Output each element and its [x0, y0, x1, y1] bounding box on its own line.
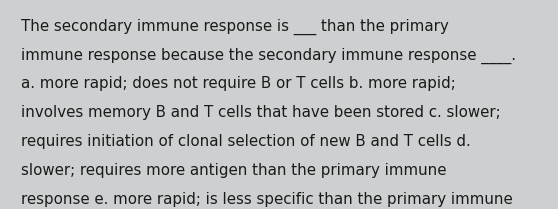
Text: The secondary immune response is ___ than the primary: The secondary immune response is ___ tha…: [21, 19, 449, 35]
Text: a. more rapid; does not require B or T cells b. more rapid;: a. more rapid; does not require B or T c…: [21, 76, 456, 92]
Text: immune response because the secondary immune response ____.: immune response because the secondary im…: [21, 48, 516, 64]
Text: involves memory B and T cells that have been stored c. slower;: involves memory B and T cells that have …: [21, 105, 501, 120]
Text: requires initiation of clonal selection of new B and T cells d.: requires initiation of clonal selection …: [21, 134, 471, 149]
Text: response e. more rapid; is less specific than the primary immune: response e. more rapid; is less specific…: [21, 192, 513, 207]
Text: slower; requires more antigen than the primary immune: slower; requires more antigen than the p…: [21, 163, 447, 178]
